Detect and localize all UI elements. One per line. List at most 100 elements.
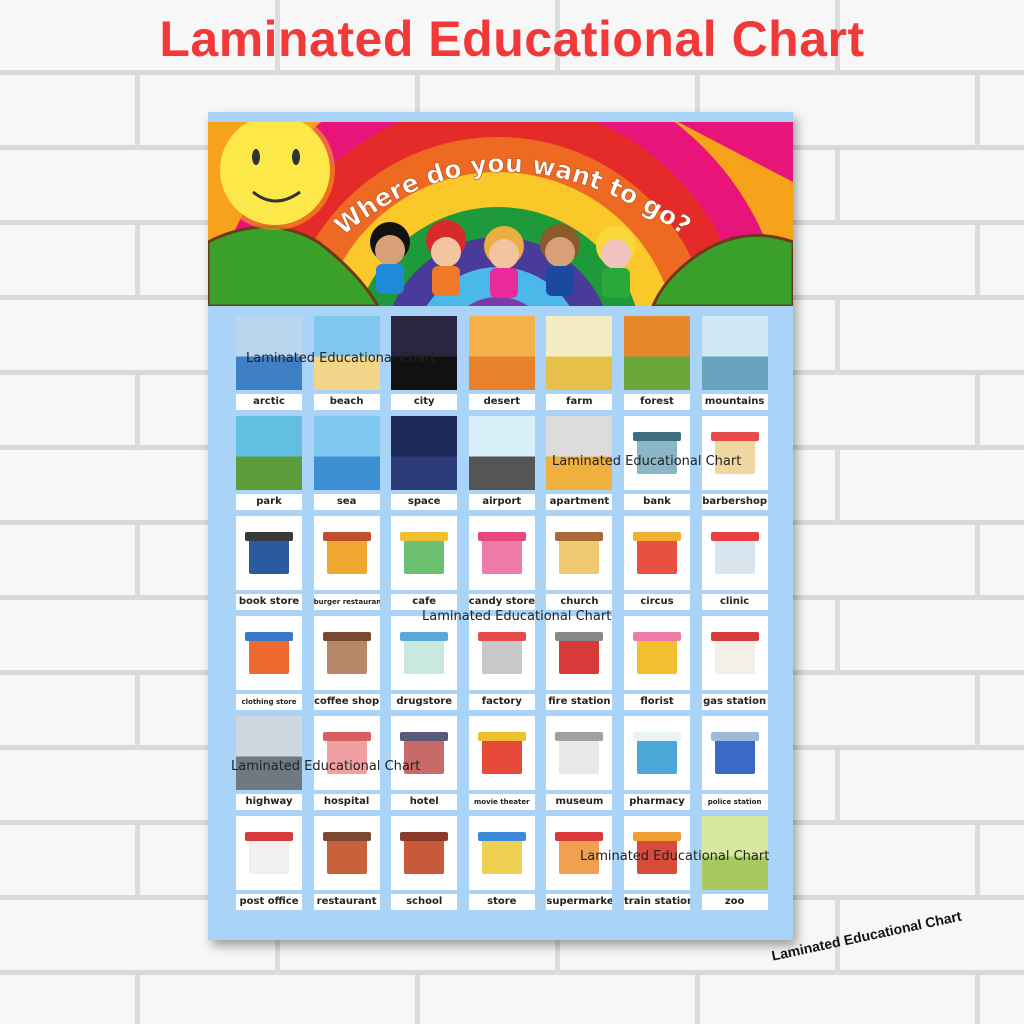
place-label: farm	[546, 394, 613, 410]
building-icon	[559, 738, 600, 774]
place-picture	[701, 516, 768, 590]
watermark: Laminated Educational Chart	[246, 351, 436, 366]
page-title: Laminated Educational Chart	[159, 11, 865, 67]
place-label: highway	[236, 794, 302, 810]
place-label: book store	[236, 594, 302, 610]
poster-header: Where do you want to go?	[208, 122, 793, 306]
place-picture	[468, 416, 535, 490]
building-icon	[637, 438, 677, 474]
building-roof	[555, 732, 604, 741]
watermark: Laminated Educational Chart	[552, 454, 742, 469]
place-label: forest	[624, 394, 690, 410]
building-roof	[245, 632, 293, 641]
place-picture	[236, 516, 302, 590]
building-roof	[477, 532, 526, 541]
scene-illustration	[391, 316, 458, 390]
place-label: barbershop	[701, 494, 768, 510]
place-label: fire station	[546, 694, 613, 710]
place-label: park	[236, 494, 302, 510]
building-icon	[481, 838, 522, 874]
scene-illustration	[236, 316, 302, 390]
place-label: restaurant	[313, 894, 380, 910]
place-label: drugstore	[391, 694, 458, 710]
place-label: beach	[313, 394, 380, 410]
place-picture	[391, 716, 458, 790]
place-label: burger restaurant	[313, 594, 380, 610]
place-picture	[391, 516, 458, 590]
place-label: school	[391, 894, 458, 910]
building-roof	[322, 532, 371, 541]
place-label: post office	[236, 894, 302, 910]
watermark: Laminated Educational Chart	[231, 759, 421, 774]
place-label: arctic	[236, 394, 302, 410]
building-roof	[245, 532, 293, 541]
building-icon	[637, 638, 677, 674]
building-icon	[714, 738, 755, 774]
building-icon	[326, 738, 367, 774]
place-label: pharmacy	[624, 794, 690, 810]
place-label: candy store	[468, 594, 535, 610]
place-label: bank	[624, 494, 690, 510]
building-icon	[404, 638, 445, 674]
place-picture	[391, 816, 458, 890]
place-label: gas station	[701, 694, 768, 710]
building-icon	[714, 438, 755, 474]
building-roof	[245, 832, 293, 841]
place-label: mountains	[701, 394, 768, 410]
place-picture	[468, 516, 535, 590]
building-icon	[714, 538, 755, 574]
building-roof	[400, 632, 449, 641]
building-roof	[322, 832, 371, 841]
place-label: factory	[468, 694, 535, 710]
building-roof	[555, 632, 604, 641]
building-roof	[633, 432, 681, 441]
place-picture	[701, 616, 768, 690]
building-roof	[633, 532, 681, 541]
scene-illustration	[701, 816, 768, 890]
building-icon	[637, 838, 677, 874]
building-roof	[633, 632, 681, 641]
building-roof	[710, 532, 759, 541]
place-picture	[391, 616, 458, 690]
place-label: airport	[468, 494, 535, 510]
scene-illustration	[391, 416, 458, 490]
place-label: apartment	[546, 494, 613, 510]
building-roof	[400, 532, 449, 541]
children-illustration	[370, 220, 636, 298]
place-label: coffee shop	[313, 694, 380, 710]
scene-illustration	[313, 416, 380, 490]
place-label: clothing store	[236, 694, 302, 710]
place-picture	[313, 616, 380, 690]
place-picture	[313, 416, 380, 490]
place-picture	[546, 516, 613, 590]
place-picture	[236, 616, 302, 690]
building-icon	[481, 738, 522, 774]
place-label: circus	[624, 594, 690, 610]
building-icon	[249, 538, 289, 574]
place-label: store	[468, 894, 535, 910]
building-icon	[637, 538, 677, 574]
place-label: cafe	[391, 594, 458, 610]
place-label: desert	[468, 394, 535, 410]
watermark: Laminated Educational Chart	[422, 609, 612, 624]
place-label: hotel	[391, 794, 458, 810]
place-label: train station	[624, 894, 690, 910]
place-picture	[701, 316, 768, 390]
scene-illustration	[468, 316, 535, 390]
place-picture	[546, 716, 613, 790]
place-picture	[313, 716, 380, 790]
place-picture	[236, 716, 302, 790]
place-picture	[701, 716, 768, 790]
place-label: police station	[701, 794, 768, 810]
building-icon	[326, 638, 367, 674]
building-roof	[322, 732, 371, 741]
building-icon	[559, 638, 600, 674]
place-picture	[468, 816, 535, 890]
building-icon	[404, 838, 445, 874]
scene-illustration	[546, 416, 613, 490]
building-icon	[404, 738, 445, 774]
place-picture	[546, 416, 613, 490]
scene-illustration	[701, 316, 768, 390]
scene-illustration	[546, 316, 613, 390]
scene-illustration	[236, 716, 302, 790]
